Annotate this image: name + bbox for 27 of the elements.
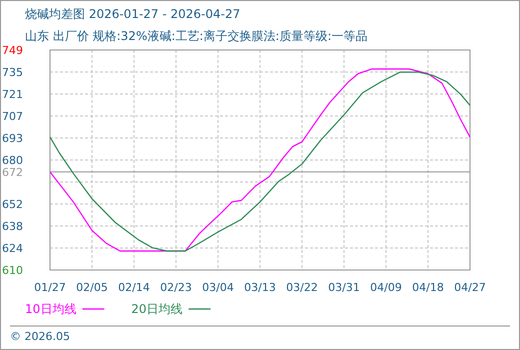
y-tick-label: 624 <box>2 242 23 255</box>
x-tick-label: 03/13 <box>244 281 276 294</box>
y-tick-label: 610 <box>2 264 23 277</box>
y-tick-label: 707 <box>2 110 23 123</box>
x-tick-label: 04/27 <box>454 281 486 294</box>
y-tick-label: 735 <box>2 66 23 79</box>
y-tick-label: 652 <box>2 198 23 211</box>
chart-subtitle: 山东 出厂价 规格:32%液碱:工艺:离子交换膜法:质量等级:一等品 <box>25 29 368 43</box>
x-tick-label: 02/05 <box>76 281 108 294</box>
legend-label: 10日均线 <box>25 302 76 316</box>
x-tick-label: 04/18 <box>412 281 444 294</box>
y-tick-label: 680 <box>2 154 23 167</box>
x-tick-label: 01/27 <box>34 281 66 294</box>
y-tick-label: 693 <box>2 132 23 145</box>
x-tick-label: 03/31 <box>328 281 360 294</box>
y-tick-label: 749 <box>2 44 23 57</box>
chart-title: 烧碱均差图 2026-01-27 - 2026-04-27 <box>25 7 240 21</box>
x-tick-label: 02/23 <box>160 281 192 294</box>
y-tick-label: 638 <box>2 220 23 233</box>
ref-line-label: 672 <box>2 166 23 179</box>
text: © 2026.05 <box>10 330 70 343</box>
y-tick-label: 721 <box>2 88 23 101</box>
x-tick-label: 02/14 <box>118 281 150 294</box>
x-tick-label: 03/04 <box>202 281 234 294</box>
legend-label: 20日均线 <box>131 302 183 316</box>
x-tick-label: 03/22 <box>286 281 318 294</box>
x-tick-label: 04/09 <box>370 281 402 294</box>
